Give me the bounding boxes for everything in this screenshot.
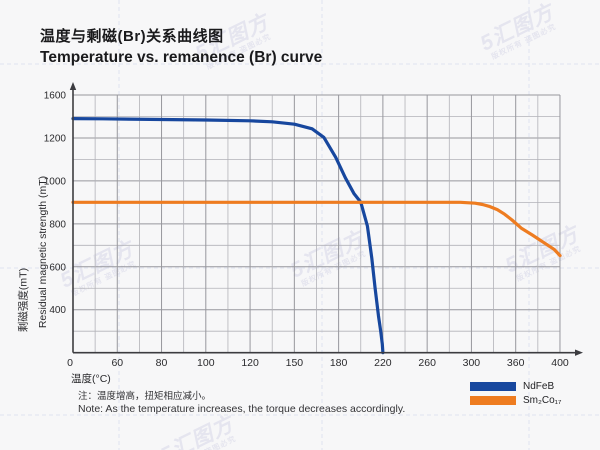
y-tick-label: 600: [49, 262, 66, 273]
chart-title-en: Temperature vs. remanence (Br) curve: [40, 49, 323, 66]
y-axis-title-en: Residual magnetic strength (mT): [37, 175, 49, 329]
y-tick-label: 1000: [44, 176, 67, 187]
x-tick-label: 0: [67, 357, 73, 369]
plot-gridlines: [73, 94, 561, 353]
x-tick-label: 120: [241, 357, 259, 369]
legend-item-ndfeb: NdFeB: [470, 379, 561, 393]
x-axis-arrow-icon: [575, 349, 583, 356]
y-tick-label: 400: [49, 305, 66, 316]
footnote: 注：温度增高，扭矩相应减小。 Note: As the temperature …: [78, 390, 405, 416]
series-line-sm2co17: [71, 200, 562, 258]
x-tick-label: 100: [197, 357, 215, 369]
x-tick-label: 400: [551, 357, 569, 369]
chart-header: 温度与剩磁(Br)关系曲线图 Temperature vs. remanence…: [40, 27, 322, 68]
series-lines: [71, 116, 562, 355]
chart-title-zh: 温度与剩磁(Br)关系曲线图: [40, 28, 224, 45]
footnote-en: Note: As the temperature increases, the …: [78, 403, 406, 415]
x-axis-title: 温度(°C): [71, 373, 111, 385]
legend-label-sm2co17: Sm₂Co₁₇: [523, 394, 562, 406]
series-line-ndfeb: [71, 116, 385, 355]
legend-swatch-ndfeb: [470, 381, 516, 391]
x-tick-label: 80: [156, 357, 168, 369]
tick-labels: 1600 1200 1000 800 600 400 0 60 80 100 120 150 180 22…: [44, 91, 569, 370]
x-tick-label: 220: [374, 357, 392, 369]
legend-swatch-sm2co17: [470, 395, 516, 405]
legend-label-ndfeb: NdFeB: [523, 380, 555, 392]
y-axis-title-zh: 剩磁强度(mT): [17, 267, 30, 333]
x-tick-label: 360: [507, 357, 525, 369]
x-tick-label: 60: [111, 357, 123, 369]
y-tick-label: 1200: [44, 133, 67, 144]
x-tick-label: 150: [286, 357, 304, 369]
x-tick-label: 260: [418, 357, 436, 369]
y-tick-label: 1600: [44, 91, 67, 102]
axes: [69, 82, 583, 356]
chart-legend: NdFeB Sm₂Co₁₇: [470, 379, 561, 407]
x-tick-label: 180: [330, 357, 348, 369]
y-tick-label: 800: [49, 219, 66, 230]
footnote-zh: 注：温度增高，扭矩相应减小。: [78, 391, 212, 402]
y-axis-arrow-icon: [69, 82, 77, 90]
x-tick-label: 300: [463, 357, 481, 369]
legend-item-sm2co17: Sm₂Co₁₇: [470, 393, 561, 407]
